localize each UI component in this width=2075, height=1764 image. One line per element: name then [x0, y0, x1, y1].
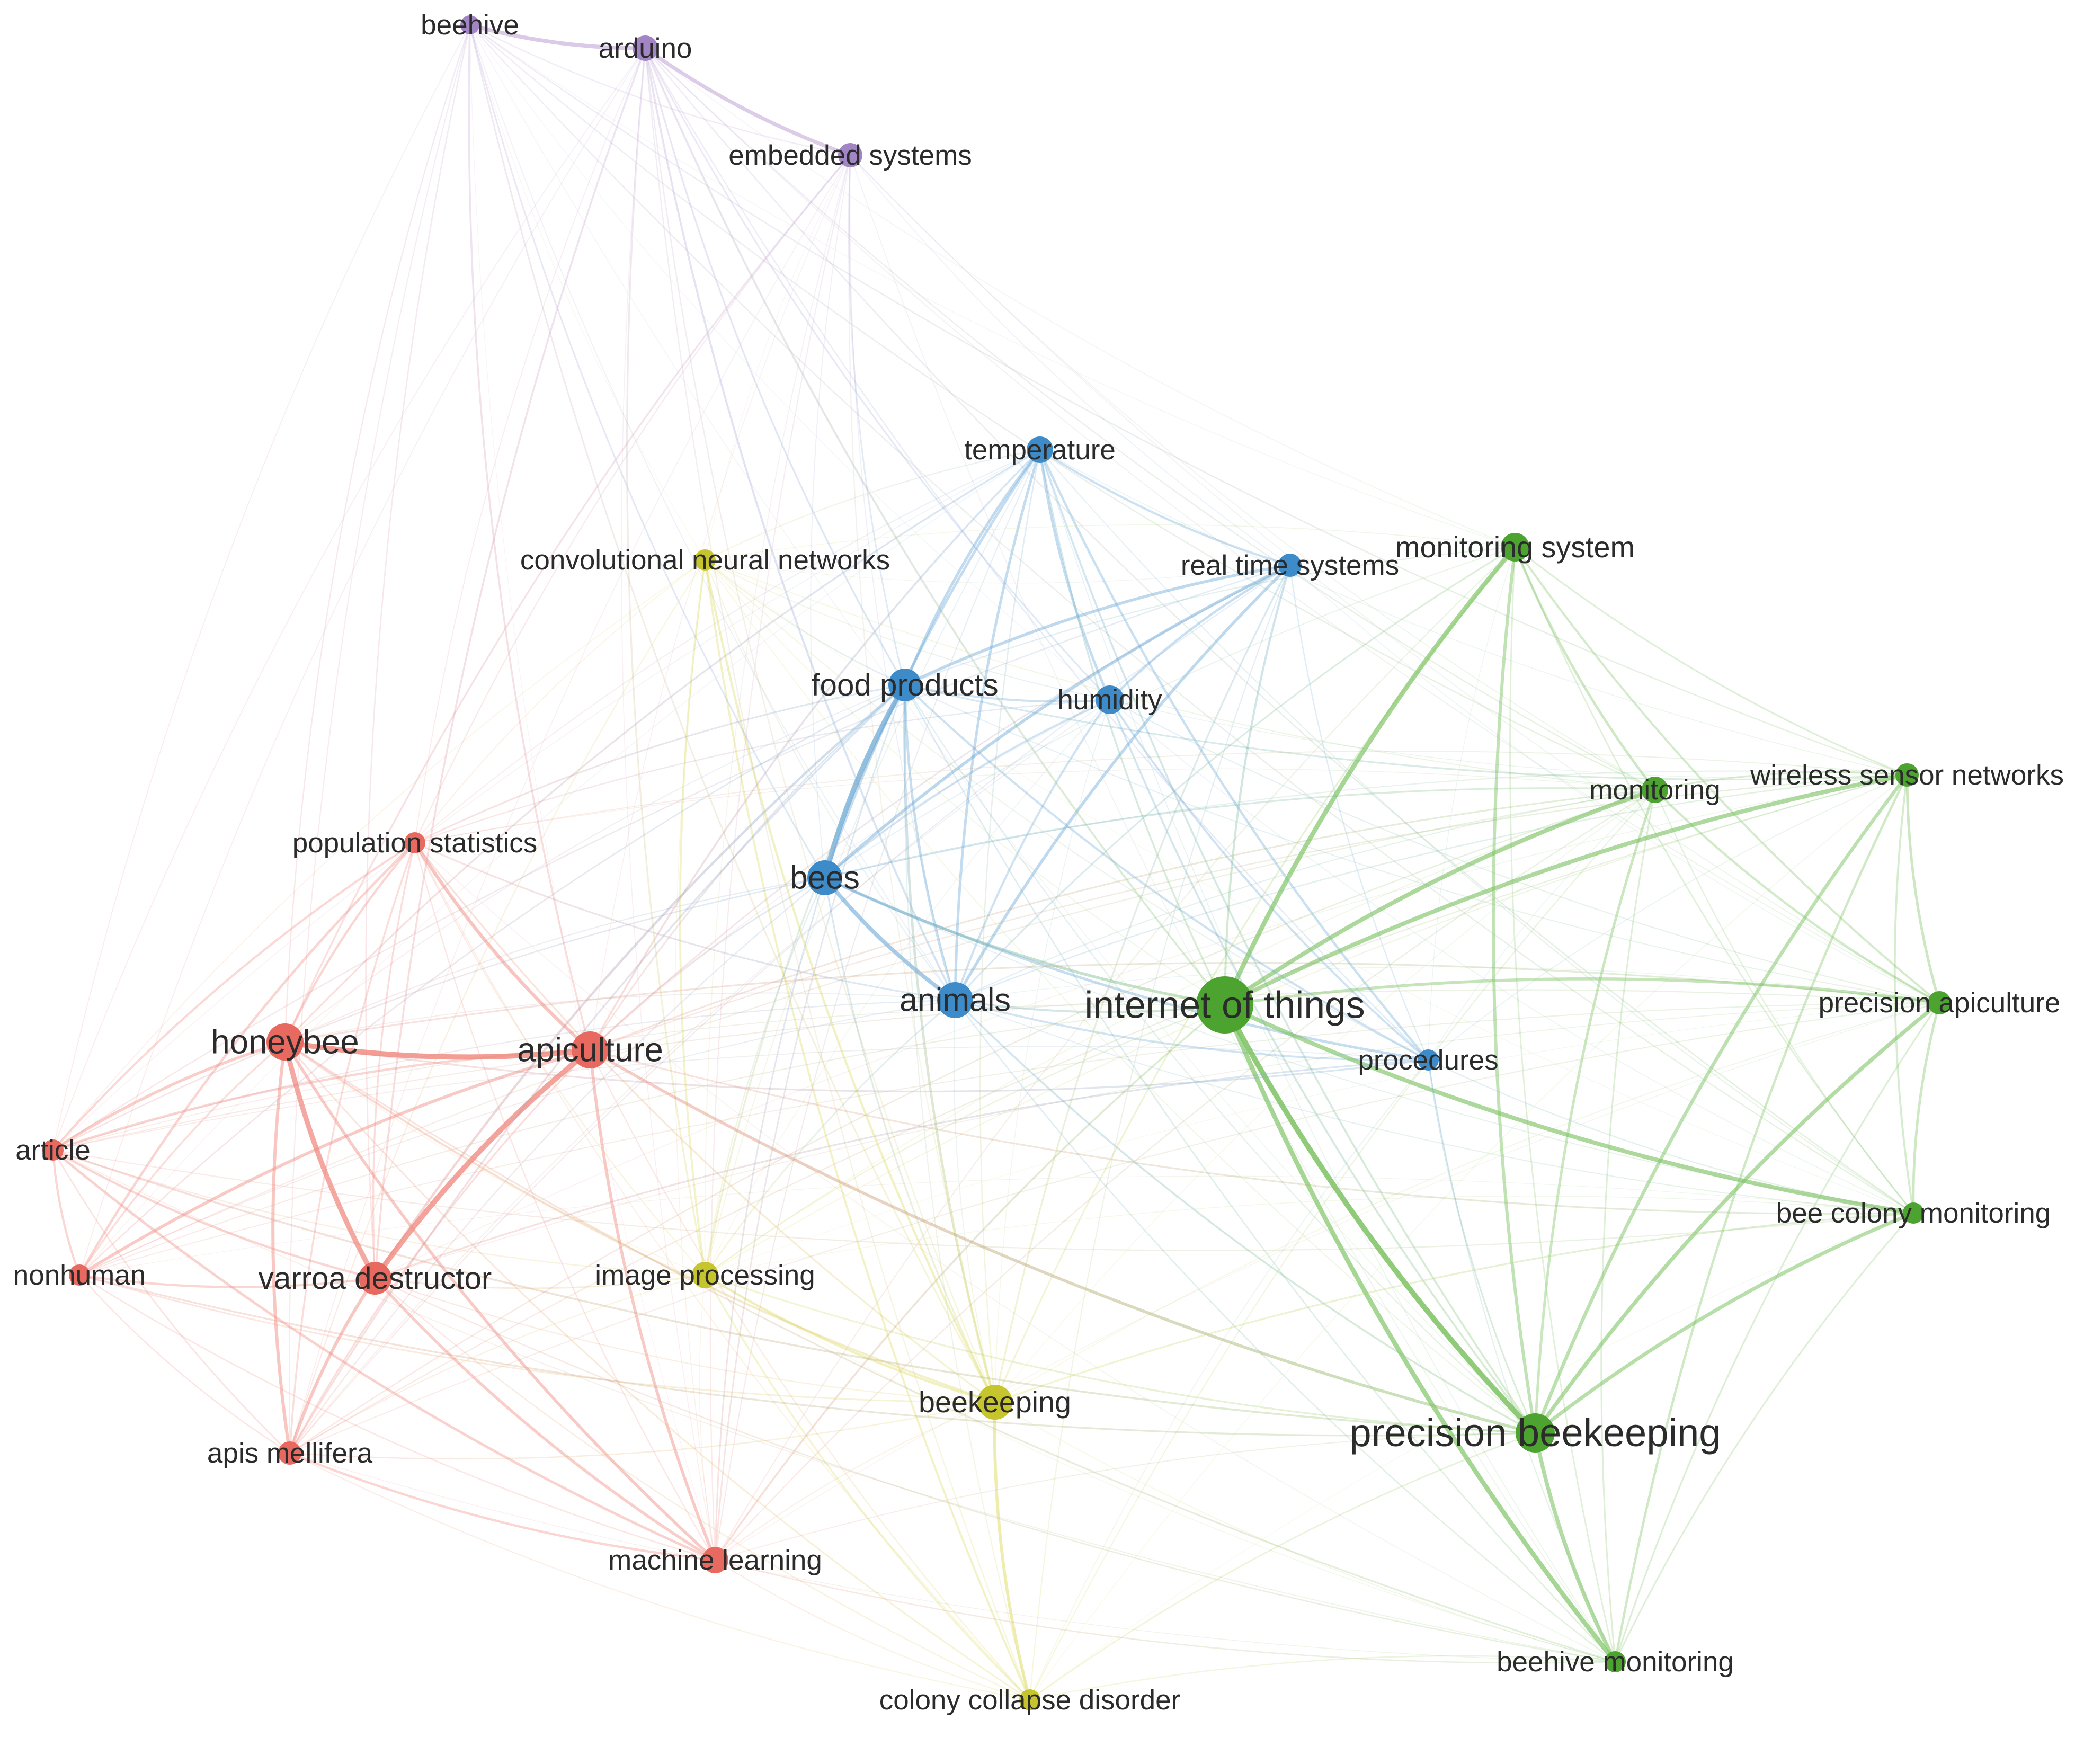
svg-text:procedures: procedures [1358, 1045, 1498, 1076]
svg-text:varroa destructor: varroa destructor [259, 1261, 492, 1296]
svg-text:colony collapse disorder: colony collapse disorder [879, 1685, 1181, 1716]
svg-text:apiculture: apiculture [517, 1031, 663, 1069]
svg-text:food products: food products [811, 668, 998, 702]
svg-text:beekeeping: beekeeping [919, 1386, 1071, 1419]
svg-text:beehive: beehive [421, 10, 519, 41]
svg-text:bee colony monitoring: bee colony monitoring [1776, 1198, 2051, 1229]
svg-text:temperature: temperature [964, 434, 1116, 466]
svg-text:nonhuman: nonhuman [13, 1260, 146, 1291]
svg-text:monitoring system: monitoring system [1395, 531, 1635, 564]
svg-text:precision apiculture: precision apiculture [1819, 987, 2061, 1019]
svg-text:article: article [15, 1135, 90, 1166]
svg-text:embedded systems: embedded systems [728, 140, 972, 171]
svg-text:precision beekeeping: precision beekeeping [1349, 1411, 1721, 1455]
svg-text:convolutional neural networks: convolutional neural networks [520, 545, 890, 576]
svg-text:internet of things: internet of things [1084, 984, 1365, 1026]
svg-text:wireless sensor networks: wireless sensor networks [1750, 760, 2064, 791]
svg-text:beehive monitoring: beehive monitoring [1497, 1646, 1734, 1678]
svg-text:machine learning: machine learning [608, 1545, 822, 1576]
svg-text:image processing: image processing [595, 1260, 815, 1291]
svg-text:monitoring: monitoring [1589, 774, 1720, 806]
svg-text:humidity: humidity [1057, 684, 1162, 716]
svg-text:apis mellifera: apis mellifera [207, 1438, 373, 1469]
svg-text:bees: bees [790, 860, 860, 896]
svg-text:population statistics: population statistics [292, 827, 538, 859]
svg-text:honeybee: honeybee [211, 1023, 359, 1061]
svg-text:animals: animals [900, 982, 1011, 1018]
svg-text:real time systems: real time systems [1181, 550, 1399, 581]
svg-text:arduino: arduino [599, 33, 692, 64]
